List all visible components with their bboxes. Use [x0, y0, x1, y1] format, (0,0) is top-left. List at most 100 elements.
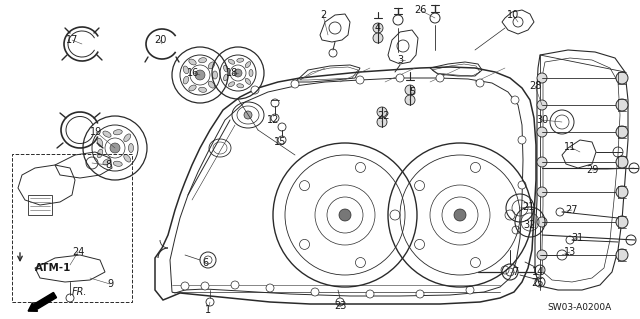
Ellipse shape: [198, 87, 207, 92]
Text: 21: 21: [522, 202, 534, 212]
Text: 26: 26: [414, 5, 426, 15]
Ellipse shape: [113, 130, 122, 135]
Circle shape: [181, 282, 189, 290]
Text: FR.: FR.: [72, 287, 88, 297]
Circle shape: [616, 156, 628, 168]
Ellipse shape: [113, 161, 122, 166]
Text: 14: 14: [532, 267, 544, 277]
Text: 12: 12: [267, 115, 279, 125]
Text: 7: 7: [512, 267, 518, 277]
Circle shape: [518, 181, 526, 189]
Circle shape: [436, 74, 444, 82]
Ellipse shape: [183, 76, 189, 84]
Text: 10: 10: [507, 10, 519, 20]
Circle shape: [537, 217, 547, 227]
Circle shape: [616, 99, 628, 111]
Circle shape: [512, 226, 520, 234]
Circle shape: [537, 187, 547, 197]
Circle shape: [373, 33, 383, 43]
Circle shape: [377, 107, 387, 117]
Circle shape: [373, 23, 383, 33]
Text: 1: 1: [205, 305, 211, 315]
Ellipse shape: [124, 154, 131, 162]
Ellipse shape: [97, 138, 103, 147]
Circle shape: [231, 281, 239, 289]
Text: 20: 20: [154, 35, 166, 45]
Ellipse shape: [249, 70, 253, 77]
Text: ATM-1: ATM-1: [35, 263, 72, 273]
Circle shape: [251, 86, 259, 94]
Circle shape: [291, 80, 299, 88]
Ellipse shape: [208, 81, 214, 88]
Text: 25: 25: [532, 278, 544, 288]
Text: 17: 17: [66, 35, 78, 45]
Circle shape: [266, 284, 274, 292]
Circle shape: [476, 79, 484, 87]
Circle shape: [195, 70, 205, 80]
Circle shape: [537, 157, 547, 167]
Circle shape: [466, 286, 474, 294]
Circle shape: [537, 100, 547, 110]
Circle shape: [537, 73, 547, 83]
Ellipse shape: [103, 159, 111, 165]
Text: 6: 6: [202, 258, 208, 268]
Ellipse shape: [237, 58, 244, 62]
Text: 11: 11: [564, 142, 576, 152]
Ellipse shape: [189, 59, 196, 65]
Circle shape: [454, 209, 466, 221]
Circle shape: [616, 216, 628, 228]
Circle shape: [518, 136, 526, 144]
Ellipse shape: [208, 62, 214, 69]
Circle shape: [366, 290, 374, 298]
Text: 22: 22: [377, 111, 389, 121]
Circle shape: [356, 76, 364, 84]
Circle shape: [511, 96, 519, 104]
Ellipse shape: [198, 58, 207, 63]
Text: 2: 2: [320, 10, 326, 20]
Text: 16: 16: [187, 68, 199, 78]
Text: 23: 23: [334, 301, 346, 311]
Ellipse shape: [129, 144, 134, 152]
Circle shape: [396, 74, 404, 82]
Circle shape: [405, 85, 415, 95]
Circle shape: [339, 209, 351, 221]
Text: 27: 27: [566, 205, 579, 215]
Circle shape: [377, 117, 387, 127]
Circle shape: [537, 127, 547, 137]
Circle shape: [501, 266, 509, 274]
Text: 18: 18: [226, 68, 238, 78]
Ellipse shape: [237, 84, 244, 88]
Circle shape: [110, 143, 120, 153]
Ellipse shape: [228, 82, 235, 87]
Bar: [12, 154, 132, 302]
Text: 30: 30: [536, 115, 548, 125]
Circle shape: [405, 95, 415, 105]
Text: 5: 5: [409, 87, 415, 97]
Text: 4: 4: [375, 23, 381, 33]
Ellipse shape: [245, 62, 251, 68]
Text: 28: 28: [529, 81, 541, 91]
Circle shape: [616, 249, 628, 261]
Ellipse shape: [223, 74, 228, 81]
Circle shape: [537, 250, 547, 260]
Text: 31: 31: [571, 233, 583, 243]
Ellipse shape: [245, 78, 251, 84]
FancyArrow shape: [28, 293, 56, 311]
Text: 13: 13: [564, 247, 576, 257]
Ellipse shape: [212, 71, 218, 79]
Text: 29: 29: [586, 165, 598, 175]
Ellipse shape: [183, 66, 189, 74]
Text: 8: 8: [105, 160, 111, 170]
Text: 19: 19: [90, 127, 102, 137]
Circle shape: [616, 72, 628, 84]
Text: 9: 9: [107, 279, 113, 289]
Circle shape: [244, 111, 252, 119]
Circle shape: [234, 69, 242, 77]
Text: SW03-A0200A: SW03-A0200A: [548, 303, 612, 313]
Ellipse shape: [189, 85, 196, 91]
Circle shape: [616, 126, 628, 138]
Ellipse shape: [228, 59, 235, 64]
Text: 3: 3: [397, 55, 403, 65]
Circle shape: [201, 282, 209, 290]
Circle shape: [311, 288, 319, 296]
